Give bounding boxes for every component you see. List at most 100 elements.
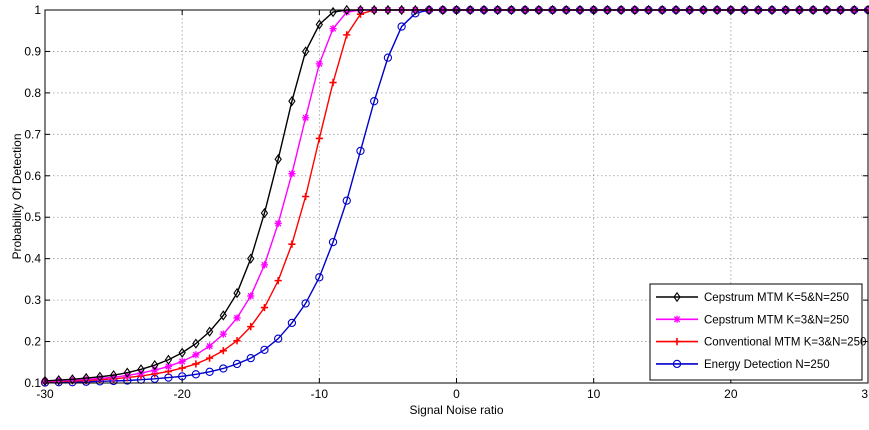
data-point: [466, 4, 474, 16]
data-point: [795, 4, 804, 16]
y-tick-label: 0.4: [24, 252, 41, 266]
data-point: [315, 19, 324, 30]
y-tick-label: 0.6: [24, 169, 41, 183]
data-point: [425, 4, 433, 16]
data-point: [603, 4, 612, 16]
data-point: [109, 369, 118, 381]
data-point: [521, 4, 529, 16]
y-tick-label: 0.1: [24, 376, 41, 390]
data-point: [164, 362, 173, 371]
data-point: [329, 78, 337, 87]
data-point: [328, 237, 338, 247]
data-point: [356, 4, 365, 16]
legend-label: Cepstrum MTM K=5&N=250: [704, 292, 849, 304]
y-tick-label: 0.9: [24, 44, 41, 58]
data-point: [260, 345, 269, 354]
data-point: [232, 359, 242, 369]
data-point: [768, 4, 776, 16]
data-point: [343, 8, 351, 16]
data-point: [178, 347, 186, 358]
y-tick-label: 0.5: [24, 210, 41, 224]
data-point: [219, 347, 227, 355]
data-point: [782, 4, 790, 16]
legend-swatch-marker: [673, 315, 681, 323]
data-point: [576, 4, 584, 16]
data-point: [247, 292, 255, 300]
data-point: [370, 4, 378, 16]
data-point: [151, 360, 159, 371]
y-tick-label: 0.8: [24, 86, 41, 100]
data-point: [82, 372, 90, 384]
data-point: [206, 342, 214, 350]
data-point: [260, 207, 269, 219]
data-point: [274, 219, 282, 228]
data-point: [260, 261, 269, 269]
data-point: [343, 4, 351, 16]
data-point: [315, 60, 323, 68]
x-tick-label: -10: [311, 387, 329, 401]
data-point: [288, 96, 296, 107]
data-point: [247, 323, 255, 331]
data-point: [219, 364, 228, 373]
legend-swatch-marker: [673, 338, 681, 346]
data-point: [274, 277, 282, 285]
x-tick-label: 10: [587, 387, 601, 401]
data-point: [301, 46, 310, 57]
data-point: [233, 314, 241, 322]
data-point: [302, 114, 310, 122]
data-point: [617, 4, 625, 16]
data-point: [411, 4, 420, 16]
data-point: [370, 97, 379, 106]
data-point: [836, 4, 845, 16]
data-point: [383, 53, 393, 62]
data-point: [548, 4, 557, 16]
data-point: [397, 22, 406, 31]
data-point: [178, 357, 186, 366]
data-point: [823, 4, 831, 16]
data-point: [754, 4, 762, 16]
data-point: [315, 134, 323, 143]
legend-swatch-marker: [672, 359, 682, 369]
data-point: [233, 337, 241, 345]
data-point: [191, 370, 201, 379]
data-point: [288, 170, 296, 178]
legend: Cepstrum MTM K=5&N=250 Cepstrum MTM K=3&N…: [649, 283, 866, 381]
data-point: [274, 334, 283, 343]
data-point: [713, 4, 721, 16]
x-tick-label: -30: [36, 387, 54, 401]
data-point: [246, 353, 255, 363]
x-axis-label: Signal Noise ratio: [409, 403, 503, 417]
legend-label: Energy Detection N=250: [704, 359, 830, 371]
data-point: [164, 354, 173, 365]
grid: [45, 10, 868, 383]
data-point: [672, 4, 680, 16]
data-point: [123, 367, 131, 378]
data-point: [740, 4, 749, 16]
legend-entry: Cepstrum MTM K=3&N=250: [656, 314, 849, 326]
y-tick-label: 1: [34, 3, 41, 17]
x-tick-label: -20: [173, 387, 191, 401]
data-point: [342, 196, 351, 205]
data-point: [233, 287, 241, 299]
legend-label: Cepstrum MTM K=3&N=250: [704, 314, 849, 326]
data-point: [137, 364, 145, 375]
legend-entry: Cepstrum MTM K=5&N=250: [656, 291, 849, 304]
x-tick-label: 0: [453, 387, 460, 401]
data-point: [384, 4, 392, 16]
data-point: [631, 4, 639, 16]
data-point: [192, 360, 200, 368]
data-point: [55, 374, 63, 386]
data-point: [644, 4, 653, 16]
data-point: [301, 299, 310, 308]
data-point: [68, 376, 77, 384]
data-point: [535, 4, 543, 16]
data-point: [315, 273, 324, 282]
data-point: [850, 4, 858, 16]
data-point: [288, 240, 296, 248]
data-point: [205, 326, 214, 337]
y-tick-label: 0.3: [24, 293, 41, 307]
data-point: [96, 374, 104, 383]
data-point: [178, 364, 186, 372]
data-point: [397, 4, 406, 16]
